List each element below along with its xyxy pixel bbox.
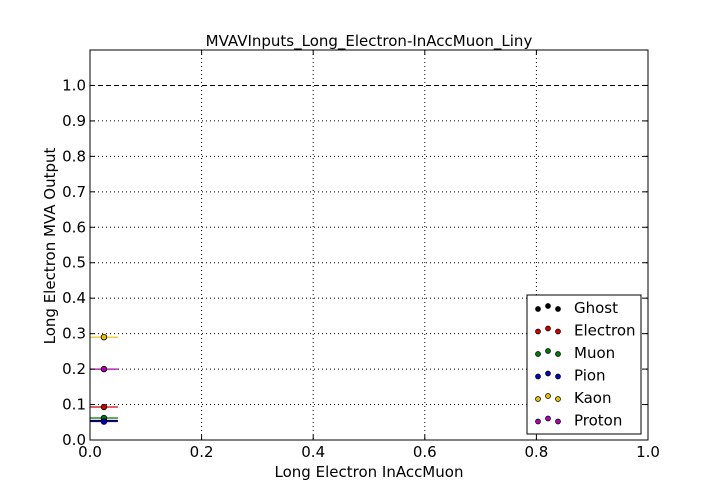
y-axis-label: Long Electron MVA Output bbox=[41, 148, 59, 345]
legend-marker-proton bbox=[536, 419, 541, 424]
legend-label-proton: Proton bbox=[574, 412, 622, 430]
y-tick-label: 0.3 bbox=[62, 325, 86, 343]
legend-label-muon: Muon bbox=[574, 344, 615, 362]
legend-label-ghost: Ghost bbox=[574, 299, 618, 317]
y-tick-label: 0.5 bbox=[62, 254, 86, 272]
point-electron bbox=[101, 404, 107, 410]
x-tick-label: 0.2 bbox=[190, 443, 214, 461]
chart-title: MVAVInputs_Long_Electron-InAccMuon_Liny bbox=[206, 32, 533, 51]
legend-marker-electron bbox=[546, 326, 551, 331]
y-tick-label: 0.6 bbox=[62, 218, 86, 236]
legend-marker-ghost bbox=[536, 307, 541, 312]
x-tick-label: 1.0 bbox=[636, 443, 660, 461]
y-tick-label: 0.8 bbox=[62, 147, 86, 165]
legend-marker-electron bbox=[556, 329, 561, 334]
legend-marker-kaon bbox=[536, 397, 541, 402]
legend-marker-kaon bbox=[546, 394, 551, 399]
legend-label-kaon: Kaon bbox=[574, 389, 611, 407]
x-tick-label: 0.8 bbox=[524, 443, 548, 461]
y-tick-label: 0.1 bbox=[62, 396, 86, 414]
legend-marker-ghost bbox=[556, 307, 561, 312]
legend-marker-electron bbox=[536, 329, 541, 334]
x-tick-label: 0.4 bbox=[301, 443, 325, 461]
legend-marker-proton bbox=[556, 419, 561, 424]
legend-marker-muon bbox=[546, 349, 551, 354]
legend-marker-pion bbox=[556, 374, 561, 379]
y-tick-label: 0.0 bbox=[62, 431, 86, 449]
legend-marker-proton bbox=[546, 416, 551, 421]
x-axis-label: Long Electron InAccMuon bbox=[275, 463, 464, 481]
y-tick-label: 0.9 bbox=[62, 112, 86, 130]
data-marks bbox=[90, 334, 118, 424]
y-tick-label: 0.4 bbox=[62, 289, 86, 307]
point-pion bbox=[101, 419, 107, 425]
y-tick-label: 0.2 bbox=[62, 360, 86, 378]
legend-marker-pion bbox=[536, 374, 541, 379]
x-tick-label: 0.6 bbox=[413, 443, 437, 461]
legend-marker-kaon bbox=[556, 397, 561, 402]
legend-marker-muon bbox=[556, 352, 561, 357]
legend-label-electron: Electron bbox=[574, 322, 636, 340]
legend-marker-muon bbox=[536, 352, 541, 357]
legend-marker-ghost bbox=[546, 304, 551, 309]
legend-marker-pion bbox=[546, 371, 551, 376]
y-tick-label: 0.7 bbox=[62, 183, 86, 201]
point-proton bbox=[101, 366, 107, 372]
y-tick-label: 1.0 bbox=[62, 76, 86, 94]
point-kaon bbox=[101, 334, 107, 340]
legend-label-pion: Pion bbox=[574, 367, 606, 385]
legend: Ghost Electron Muon Pion Kaon Proton bbox=[527, 295, 641, 434]
